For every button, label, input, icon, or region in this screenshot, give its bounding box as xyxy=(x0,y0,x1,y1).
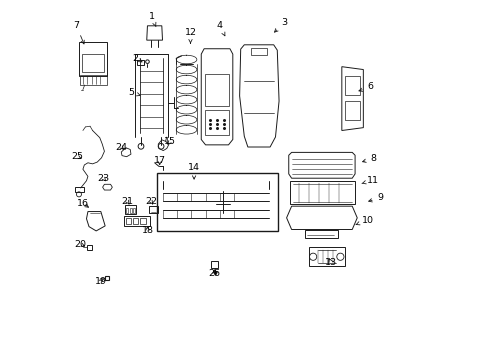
Text: 12: 12 xyxy=(185,28,196,43)
Text: 19: 19 xyxy=(95,276,107,285)
Text: 4: 4 xyxy=(217,21,225,36)
Text: 10: 10 xyxy=(356,216,374,225)
Text: 17: 17 xyxy=(154,156,166,165)
Bar xyxy=(137,59,144,64)
Bar xyxy=(125,206,136,214)
Bar xyxy=(129,208,132,213)
Bar xyxy=(87,245,92,250)
Text: 15: 15 xyxy=(165,137,176,146)
Bar xyxy=(133,208,135,213)
Bar xyxy=(344,76,361,95)
Text: 13: 13 xyxy=(325,258,337,267)
Text: 20: 20 xyxy=(75,240,87,249)
Bar xyxy=(126,208,128,213)
Text: 26: 26 xyxy=(209,269,221,278)
Bar xyxy=(80,75,107,85)
Bar xyxy=(290,181,355,204)
Text: 5: 5 xyxy=(128,87,140,96)
Text: 7: 7 xyxy=(74,21,84,44)
Bar xyxy=(344,101,361,121)
Bar xyxy=(157,173,278,231)
Text: 9: 9 xyxy=(368,193,384,202)
Text: 1: 1 xyxy=(149,12,156,27)
Text: 21: 21 xyxy=(122,197,133,206)
Text: 23: 23 xyxy=(98,174,109,183)
Text: 25: 25 xyxy=(71,152,83,161)
Bar xyxy=(126,218,131,225)
Bar xyxy=(74,187,84,192)
Bar xyxy=(133,218,139,225)
Text: 24: 24 xyxy=(115,143,127,152)
Bar xyxy=(140,218,146,225)
Bar xyxy=(305,230,338,238)
Bar xyxy=(251,48,267,55)
Bar xyxy=(149,206,158,213)
Text: 18: 18 xyxy=(142,226,153,235)
Text: 8: 8 xyxy=(363,154,376,163)
Text: 2: 2 xyxy=(133,54,142,63)
Bar xyxy=(205,111,229,135)
Bar xyxy=(124,216,149,226)
Text: 6: 6 xyxy=(359,82,373,91)
Text: 16: 16 xyxy=(77,199,89,208)
Text: 22: 22 xyxy=(145,197,157,206)
Bar xyxy=(211,261,218,268)
Bar xyxy=(205,74,229,106)
Text: 3: 3 xyxy=(274,18,288,32)
Text: 11: 11 xyxy=(362,176,379,185)
Bar xyxy=(82,54,104,72)
Text: 14: 14 xyxy=(188,163,200,179)
Bar xyxy=(309,247,344,266)
